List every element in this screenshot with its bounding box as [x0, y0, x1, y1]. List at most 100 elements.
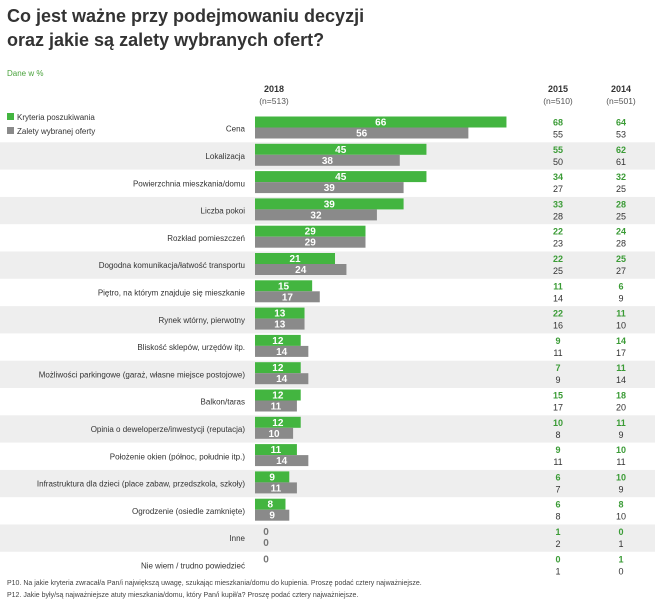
bar-kryteria-2018-11 [255, 416, 301, 428]
value-kryteria-2015-9: 7 [555, 363, 560, 373]
unit-label: Dane w % [7, 69, 44, 78]
value-kryteria-2018-13: 9 [269, 472, 275, 483]
value-kryteria-2014-3: 28 [616, 199, 626, 209]
value-zalety-2014-10: 20 [616, 403, 626, 413]
bar-zalety-2018-3 [255, 209, 377, 221]
value-zalety-2015-14: 8 [555, 512, 560, 522]
value-kryteria-2018-5: 21 [289, 254, 301, 265]
value-kryteria-2014-7: 11 [616, 309, 626, 319]
bar-kryteria-2018-3 [255, 198, 404, 210]
value-zalety-2015-13: 7 [555, 484, 560, 494]
value-zalety-2014-14: 10 [616, 512, 626, 522]
value-zalety-2014-5: 27 [616, 266, 626, 276]
value-kryteria-2014-6: 6 [618, 281, 623, 291]
value-kryteria-2015-15: 1 [555, 527, 560, 537]
value-kryteria-2015-0: 68 [553, 118, 563, 128]
value-kryteria-2015-10: 15 [553, 391, 563, 401]
bar-kryteria-2018-1 [255, 143, 427, 155]
title-line-1: Co jest ważne przy podejmowaniu decyzji [7, 6, 365, 26]
value-kryteria-2014-10: 18 [616, 391, 626, 401]
value-zalety-2018-10: 11 [271, 402, 282, 413]
bar-zalety-2018-2 [255, 182, 404, 194]
column-year-2015: 2015 [548, 84, 568, 94]
value-zalety-2015-8: 11 [553, 348, 562, 358]
value-kryteria-2015-4: 22 [553, 227, 563, 237]
value-kryteria-2014-4: 24 [616, 227, 626, 237]
bar-kryteria-2018-10 [255, 389, 301, 401]
value-zalety-2018-0: 56 [356, 129, 368, 140]
value-kryteria-2015-8: 9 [555, 336, 560, 346]
bar-zalety-2018-0 [255, 127, 469, 139]
value-kryteria-2014-1: 62 [616, 145, 626, 155]
value-kryteria-2018-2: 45 [335, 172, 347, 183]
value-zalety-2015-2: 27 [553, 184, 563, 194]
value-kryteria-2018-6: 15 [278, 281, 290, 292]
bar-zalety-2018-6 [255, 291, 320, 303]
bar-zalety-2018-10 [255, 400, 297, 412]
bar-zalety-2018-13 [255, 482, 297, 494]
row-stripe-15 [0, 524, 655, 552]
category-label-7: Rynek wtórny, pierwotny [158, 316, 245, 325]
category-label-8: Bliskość sklepów, urzędów itp. [137, 343, 245, 352]
value-zalety-2018-3: 32 [310, 210, 322, 221]
bar-kryteria-2018-7 [255, 307, 305, 319]
category-label-9: Możliwości parkingowe (garaż, własne mie… [39, 370, 246, 379]
value-zalety-2018-4: 29 [305, 238, 317, 249]
category-label-16: Nie wiem / trudno powiedzieć [141, 561, 245, 570]
value-kryteria-2018-12: 11 [271, 445, 282, 456]
value-kryteria-2015-5: 22 [553, 254, 563, 264]
value-kryteria-2014-11: 11 [616, 418, 626, 428]
value-zalety-2018-9: 14 [276, 374, 288, 385]
bar-kryteria-2018-14 [255, 498, 286, 510]
bar-kryteria-2018-8 [255, 334, 301, 346]
legend-label-kryteria: Kryteria poszukiwania [17, 113, 95, 122]
category-label-5: Dogodna komunikacja/łatwość transportu [99, 261, 245, 270]
value-kryteria-2014-2: 32 [616, 172, 626, 182]
value-zalety-2014-2: 25 [616, 184, 626, 194]
value-zalety-2018-14: 9 [269, 511, 275, 522]
bar-kryteria-2018-12 [255, 444, 297, 456]
value-kryteria-2015-13: 6 [555, 472, 560, 482]
value-zalety-2015-5: 25 [553, 266, 563, 276]
value-zalety-2018-11: 10 [268, 429, 280, 440]
bar-kryteria-2018-5 [255, 253, 336, 264]
category-label-15: Inne [229, 534, 245, 543]
bar-kryteria-2018-13 [255, 471, 290, 483]
value-zalety-2014-4: 28 [616, 239, 626, 249]
value-kryteria-2015-7: 22 [553, 309, 563, 319]
value-zalety-2015-10: 17 [553, 403, 563, 413]
value-kryteria-2014-14: 8 [618, 500, 623, 510]
category-label-12: Położenie okien (północ, południe itp.) [110, 452, 246, 461]
value-kryteria-2014-5: 25 [616, 254, 626, 264]
value-zalety-2015-7: 16 [553, 321, 563, 331]
value-kryteria-2015-6: 11 [553, 281, 563, 291]
value-zalety-2014-15: 1 [618, 539, 623, 549]
value-zalety-2015-4: 23 [553, 239, 563, 249]
value-zalety-2018-1: 38 [322, 156, 334, 167]
value-kryteria-2014-0: 64 [616, 118, 626, 128]
value-zalety-2014-7: 10 [616, 321, 626, 331]
value-kryteria-2018-10: 12 [272, 391, 284, 402]
value-zalety-2018-2: 39 [324, 183, 336, 194]
value-zalety-2015-9: 9 [555, 375, 560, 385]
chart-title: Co jest ważne przy podejmowaniu decyzji … [7, 4, 467, 52]
column-year-2014: 2014 [611, 84, 631, 94]
value-kryteria-2018-9: 12 [272, 363, 284, 374]
category-label-13: Infrastruktura dla dzieci (place zabaw, … [37, 480, 245, 489]
value-zalety-2015-11: 8 [555, 430, 560, 440]
value-kryteria-2015-2: 34 [553, 172, 563, 182]
bar-kryteria-2018-0 [255, 116, 507, 128]
category-label-11: Opinia o deweloperze/inwestycji (reputac… [91, 425, 246, 434]
value-kryteria-2018-4: 29 [305, 227, 317, 238]
value-kryteria-2015-14: 6 [555, 500, 560, 510]
value-kryteria-2014-13: 10 [616, 472, 626, 482]
bar-zalety-2018-4 [255, 236, 366, 248]
column-year-2018: 2018 [264, 84, 284, 94]
value-kryteria-2014-15: 0 [618, 527, 623, 537]
legend-swatch-gray [7, 127, 14, 134]
value-zalety-2018-8: 14 [276, 347, 288, 358]
value-zalety-2015-12: 11 [553, 457, 562, 467]
category-label-10: Balkon/taras [201, 398, 245, 407]
value-zalety-2014-6: 9 [618, 293, 623, 303]
